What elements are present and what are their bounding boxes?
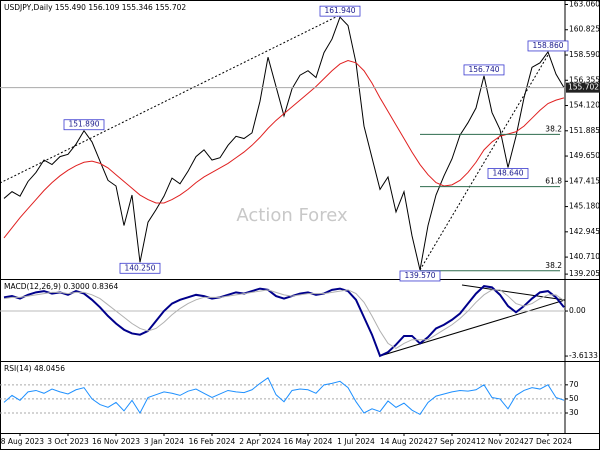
series-line [3, 377, 565, 416]
fib-label: 61.8 [545, 177, 562, 186]
trend-line [379, 299, 566, 357]
series-line [3, 60, 565, 239]
last-price-label: 155.702 [568, 83, 599, 92]
y-tick-label: 147.415 [569, 176, 600, 185]
x-tick-label: 3 Jan 2024 [144, 437, 184, 446]
series-line [3, 16, 565, 271]
trend-line [0, 14, 341, 184]
annotation-label: 148.640 [492, 168, 523, 177]
annotation-label: 139.570 [404, 271, 435, 280]
watermark: Action Forex [236, 205, 348, 226]
series-line [3, 289, 565, 350]
trend-line [461, 284, 566, 301]
annotation-label: 158.860 [532, 41, 563, 50]
y-tick-label: 158.590 [569, 50, 600, 59]
y-tick-label: 145.180 [569, 202, 600, 211]
chart-title: USDJPY,Daily 155.490 156.109 155.346 155… [4, 3, 186, 12]
x-tick-label: 3 Oct 2023 [47, 437, 89, 446]
annotation-box [399, 270, 441, 282]
y-tick-label: 149.650 [569, 151, 600, 160]
y-tick-label: 156.355 [569, 75, 600, 84]
y-tick-label: 151.885 [569, 126, 600, 135]
annotation-box [463, 64, 505, 76]
y-tick-label: -3.6133 [569, 351, 598, 360]
x-tick-label: 14 Aug 2024 [380, 437, 428, 446]
x-tick-label: 27 Dec 2024 [524, 437, 572, 446]
x-tick-label: 16 May 2024 [284, 437, 333, 446]
x-tick-label: 16 Feb 2024 [189, 437, 236, 446]
x-tick-label: 18 Aug 2023 [0, 437, 44, 446]
annotation-box [119, 262, 161, 274]
x-tick-label: 27 Sep 2024 [428, 437, 476, 446]
y-tick-label: 160.825 [569, 25, 600, 34]
panel-title: MACD(12,26,9) 0.3000 0.8364 [4, 282, 118, 291]
y-tick-label: 30 [569, 408, 579, 417]
y-tick-label: 142.945 [569, 227, 600, 236]
fib-label: 38.2 [545, 261, 562, 270]
y-tick-label: 0.00 [569, 306, 586, 315]
y-tick-label: 50 [569, 394, 579, 403]
x-tick-label: 1 Jul 2024 [337, 437, 375, 446]
annotation-label: 156.740 [468, 65, 499, 74]
series-line [3, 285, 565, 358]
annotation-box [527, 40, 569, 52]
annotation-label: 140.250 [124, 263, 155, 272]
annotation-box [63, 119, 105, 131]
annotation-label: 161.940 [324, 6, 355, 15]
y-tick-label: 163.060 [569, 0, 600, 8]
x-tick-label: 2 Apr 2024 [239, 437, 281, 446]
x-tick-label: 12 Nov 2024 [476, 437, 524, 446]
y-tick-label: 139.205 [569, 269, 600, 278]
y-tick-label: 70 [569, 380, 579, 389]
trend-line [419, 54, 549, 271]
panel-title: RSI(14) 48.0456 [4, 364, 65, 373]
annotation-box [487, 168, 529, 179]
fib-label: 38.2 [545, 124, 562, 133]
annotation-box [319, 5, 361, 17]
y-tick-label: 154.120 [569, 101, 600, 110]
y-tick-label: 140.710 [569, 252, 600, 261]
annotation-label: 151.890 [68, 120, 99, 129]
x-tick-label: 16 Nov 2023 [92, 437, 140, 446]
last-price-box [566, 82, 600, 93]
